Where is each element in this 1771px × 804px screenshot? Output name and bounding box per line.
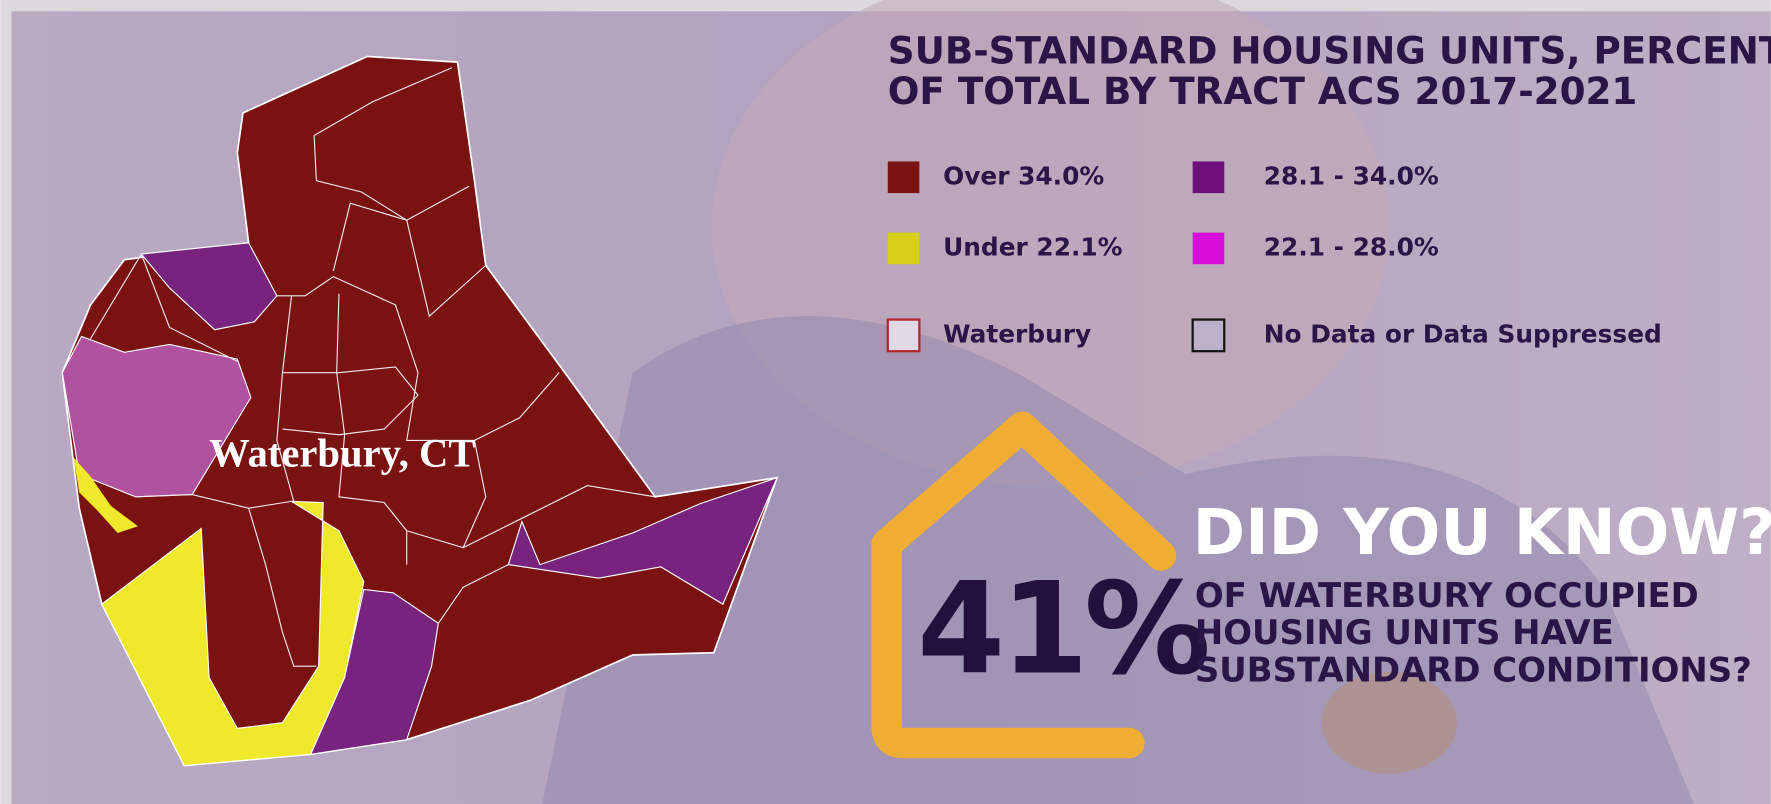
tract-line [90,252,238,362]
map-outline [61,55,779,767]
photo-watch [1321,671,1457,774]
tract-line [332,202,487,318]
callout-line: HOUSING UNITS HAVE [1195,613,1614,652]
legend-swatch [887,232,920,265]
tract-line [282,366,419,436]
legend-swatch [886,318,921,353]
tract-line [437,564,509,624]
callout-line: SUBSTANDARD CONDITIONS? [1195,650,1752,689]
tract-purple [309,588,439,756]
map-label: Waterbury, CT [209,431,475,476]
tract-line [248,507,317,667]
legend-swatch [887,161,920,194]
tract-purple [140,242,278,331]
tract-line [406,484,656,549]
legend-label: 28.1 - 34.0% [1264,161,1439,190]
legend-label: Under 22.1% [943,232,1123,261]
legend-swatch [1192,161,1225,194]
legend-label: No Data or Data Suppressed [1264,319,1662,348]
callout-stat: 41% [917,556,1207,703]
legend-label: Over 34.0% [943,161,1104,190]
legend-label: Waterbury [943,319,1091,348]
callout-line: OF WATERBURY OCCUPIED [1195,576,1699,615]
tract-purple [507,476,779,605]
title: SUB-STANDARD HOUSING UNITS, PERCENT OF T… [888,29,1771,114]
tract-line [313,67,453,136]
title-line: OF TOTAL BY TRACT ACS 2017-2021 [888,69,1638,113]
tract-line [276,295,295,502]
tract-yellow [73,457,138,533]
tract-line [313,135,470,221]
map: Waterbury, CT [61,55,779,767]
callout-text: OF WATERBURY OCCUPIED HOUSING UNITS HAVE… [1195,576,1752,690]
tract-line [462,440,487,548]
tract-line [276,276,560,441]
legend-swatch [1192,232,1225,265]
callout-heading: DID YOU KNOW? [1193,495,1771,569]
legend: Over 34.0% 28.1 - 34.0% Under 22.1% 22.1 - … [886,161,1662,353]
house-icon [871,411,1177,759]
title-line: SUB-STANDARD HOUSING UNITS, PERCENT [888,29,1771,73]
legend-swatch [1191,318,1226,353]
tract-line [135,494,292,509]
tract-pink [61,335,252,498]
legend-label: 22.1 - 28.0% [1264,232,1439,261]
photo-shirt [542,316,1695,804]
